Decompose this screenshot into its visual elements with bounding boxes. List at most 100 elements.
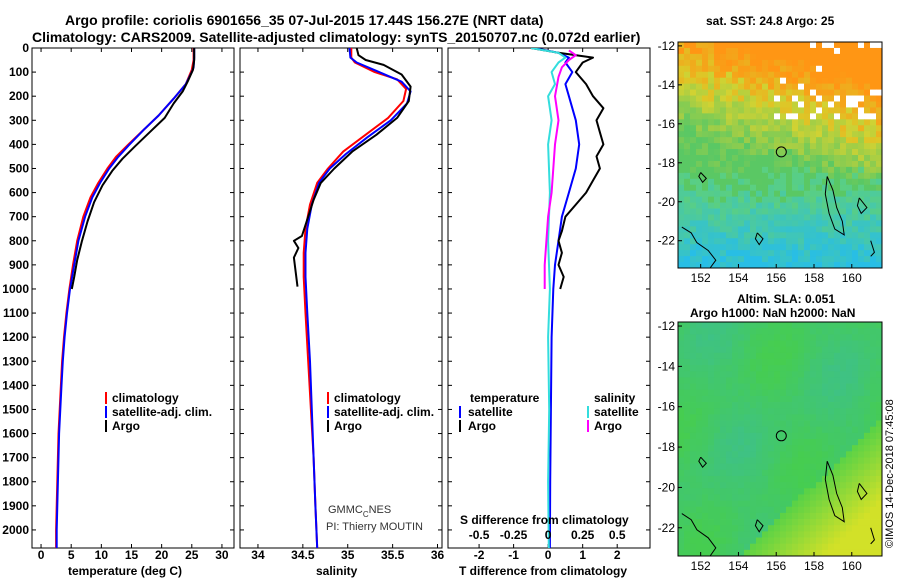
map-cell [852,525,859,532]
map-cell [702,208,709,215]
map-x-tick-label: 154 [728,271,748,285]
map-cell [690,358,697,366]
map-cell [684,439,691,446]
sla-map-ticks: 152 154 156 158 160-12-14-16-18-20-22 [658,319,862,573]
map-cell [870,83,877,90]
map-cell [876,113,883,120]
temperature-lines [55,48,196,548]
map-cell [798,352,805,360]
difference-xticks: -2 -1 0 1 2 [448,47,650,562]
map-cell [720,346,727,354]
map-cell [768,377,775,384]
map-cell [828,488,835,495]
map-cell [810,244,817,251]
map-cell [792,190,799,198]
map-cell [792,395,799,403]
map-cell [840,208,847,215]
difference-top-ticklabels: -0.5 -0.25 0 0.25 0.5 [469,528,626,542]
map-cell [678,334,685,341]
map-cell [684,143,691,150]
map-cell [696,160,703,168]
map-cell [762,196,769,203]
map-cell [756,256,763,263]
depth-tick-label: 300 [9,113,29,127]
map-cell [738,107,745,114]
map-y-tick-label: -12 [658,319,676,333]
map-cell [852,451,859,458]
map-cell [822,214,829,221]
map-cell [816,537,823,545]
map-cell [864,525,871,532]
map-cell [864,543,871,551]
map-cell [726,262,733,269]
map-cell [726,451,733,458]
map-cell [768,439,775,446]
map-cell [738,346,745,354]
map-cell [714,414,721,421]
map-cell [762,334,769,341]
map-cell [684,549,691,557]
map-cell [726,457,733,465]
map-cell [834,184,841,192]
map-cell [702,322,709,329]
map-cell [810,232,817,239]
map-cell [840,131,847,138]
map-cell [756,47,763,55]
map-cell [678,250,685,257]
map-cell [678,469,685,477]
map-cell [732,119,739,126]
map-cell [828,506,835,514]
map-cell [774,463,781,471]
map-cell [768,426,775,434]
map-cell [744,358,751,366]
map-cell [798,475,805,483]
map-cell [858,358,865,366]
map-cell [708,256,715,263]
map-cell [852,506,859,514]
map-cell [864,226,871,233]
map-cell [738,119,745,126]
map-cell [786,352,793,360]
map-cell [786,256,793,263]
map-cell [792,334,799,341]
map-cell [810,500,817,508]
map-cell [720,95,727,102]
map-cell [786,451,793,458]
map-cell [738,469,745,477]
map-cell [738,202,745,209]
map-cell [804,531,811,538]
map-cell [690,352,697,360]
map-cell [822,89,829,96]
map-cell [744,340,751,348]
map-cell [702,494,709,501]
map-cell [810,178,817,186]
map-cell [750,439,757,446]
map-cell [744,226,751,233]
map-cell [774,166,781,174]
map-cell [816,119,823,126]
map-cell [762,178,769,186]
map-cell [876,65,883,73]
map-cell [684,395,691,403]
difference-panel: -2 -1 0 1 2 T difference from climatology S … [447,47,651,578]
map-cell [864,340,871,348]
map-cell [774,420,781,428]
map-cell [798,537,805,545]
map-cell [834,125,841,132]
map-cell [804,262,811,269]
map-cell [810,184,817,192]
map-cell [738,525,745,532]
map-cell [810,83,817,90]
map-cell [714,89,721,96]
map-cell [690,83,697,90]
sla-map-panel: Altim. SLA: 0.051 Argo h1000: NaN h2000:… [658,292,883,573]
map-cell [804,537,811,545]
map-cell [768,352,775,360]
map-cell [786,414,793,421]
map-cell [768,482,775,489]
map-cell [876,184,883,192]
map-cell [768,383,775,391]
map-cell [780,65,787,73]
map-cell [846,426,853,434]
map-cell [774,451,781,458]
